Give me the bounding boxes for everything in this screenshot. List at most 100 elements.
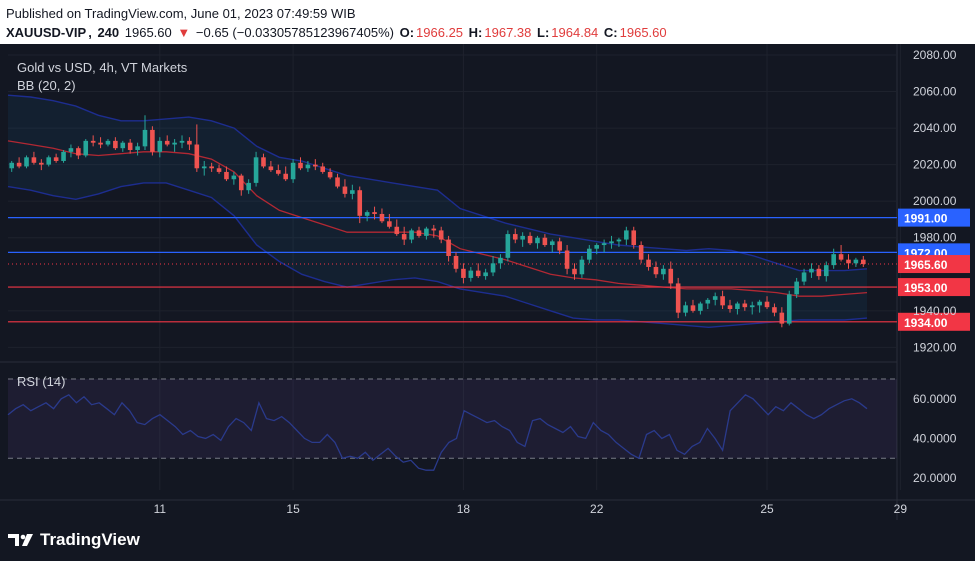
- candle: [549, 239, 555, 253]
- candle: [572, 263, 577, 280]
- candle: [238, 173, 244, 196]
- candle: [394, 219, 400, 236]
- candle: [535, 235, 540, 249]
- candle: [246, 179, 251, 194]
- candle: [468, 266, 474, 282]
- candle: [305, 160, 311, 172]
- price-tick-label: 1940.00: [913, 304, 957, 318]
- candle: [587, 245, 592, 264]
- candle: [512, 228, 518, 244]
- price-tick-label: 2020.00: [913, 158, 957, 172]
- candle: [609, 235, 614, 249]
- candle: [646, 254, 651, 271]
- candle: [446, 235, 451, 262]
- symbol-ohlc-line: XAUUSD-VIP, 240 1965.60 ▼ −0.65 (−0.0330…: [6, 25, 667, 40]
- candle: [231, 171, 237, 185]
- candle: [350, 184, 355, 200]
- candle: [727, 299, 733, 313]
- candle: [453, 252, 459, 273]
- candle: [320, 162, 326, 174]
- ohlc-high-value: 1967.38: [484, 25, 532, 40]
- candle: [46, 155, 52, 167]
- candle: [846, 254, 851, 269]
- candle: [31, 151, 37, 165]
- candle: [809, 263, 814, 278]
- candle: [98, 137, 103, 149]
- price-tick-label: 1980.00: [913, 231, 957, 245]
- candle: [801, 268, 807, 286]
- candle: [409, 228, 414, 244]
- candle: [342, 179, 348, 198]
- bb-upper-line: [7, 94, 868, 272]
- candle: [298, 157, 303, 171]
- price-change: −0.65 (−0.033057851239674​05%): [195, 25, 394, 40]
- price-tick-label: 2000.00: [913, 194, 957, 208]
- bb-legend[interactable]: BB (20, 2): [17, 78, 76, 93]
- candle: [816, 265, 822, 280]
- bb-fill: [8, 95, 867, 328]
- price-tick-label: 2060.00: [913, 85, 957, 99]
- candle: [335, 173, 340, 189]
- candle: [720, 290, 725, 309]
- level-label-bg: [898, 208, 970, 227]
- time-tick-label: 29: [894, 502, 908, 516]
- candle: [83, 139, 89, 158]
- candle: [9, 160, 14, 172]
- candle: [224, 166, 229, 182]
- candle: [735, 301, 740, 315]
- time-tick-label: 22: [590, 502, 604, 516]
- candle: [53, 153, 59, 163]
- candle: [401, 226, 407, 246]
- price-tick-label: 1920.00: [913, 340, 957, 354]
- candle: [675, 277, 681, 319]
- ohlc-close-key: C:: [603, 25, 618, 40]
- candle: [794, 277, 799, 299]
- candle: [194, 124, 200, 172]
- rsi-pane: [7, 378, 897, 471]
- symbol-name: XAUUSD-VIP: [6, 25, 87, 40]
- chart-title: Gold vs USD, 4h, VT Markets: [17, 60, 188, 75]
- candle: [831, 248, 836, 269]
- axes: 2080.00 2060.00 2040.00 2020.00 2000.00 1980.…: [154, 48, 957, 516]
- time-tick-label: 25: [760, 502, 774, 516]
- footer: TradingView: [0, 520, 975, 561]
- candle: [313, 159, 318, 171]
- candle: [861, 256, 866, 267]
- published-note: Published on TradingView.com, June 01, 2…: [6, 6, 356, 21]
- last-price: 1965.60: [124, 25, 172, 40]
- candle: [498, 254, 503, 269]
- candle: [438, 226, 444, 244]
- candle: [209, 162, 214, 172]
- candle: [527, 232, 533, 246]
- candle: [135, 142, 140, 156]
- candle: [275, 164, 281, 176]
- tradingview-logo: TradingView: [8, 530, 140, 550]
- candle: [624, 226, 629, 246]
- chart-header: Published on TradingView.com, June 01, 2…: [0, 0, 975, 44]
- candle: [772, 303, 777, 317]
- candle: [505, 230, 511, 262]
- candle: [379, 208, 385, 224]
- candle: [61, 150, 66, 163]
- candle: [661, 265, 666, 280]
- candle: [757, 299, 762, 313]
- candle: [39, 159, 44, 171]
- candle: [90, 135, 96, 147]
- candle: [283, 166, 288, 182]
- ohlc-low-value: 1964.84: [551, 25, 599, 40]
- candle: [749, 301, 755, 315]
- ohlc-high-key: H:: [468, 25, 483, 40]
- candle: [668, 261, 674, 289]
- time-tick-label: 11: [154, 502, 167, 516]
- ohlc-open-value: 1966.25: [416, 25, 464, 40]
- candle: [372, 206, 377, 220]
- candle: [616, 237, 622, 247]
- candle: [712, 292, 718, 306]
- candle: [601, 239, 607, 253]
- candle: [705, 298, 711, 309]
- rsi-legend[interactable]: RSI (14): [17, 374, 65, 389]
- candle: [853, 257, 859, 267]
- candle: [823, 261, 829, 282]
